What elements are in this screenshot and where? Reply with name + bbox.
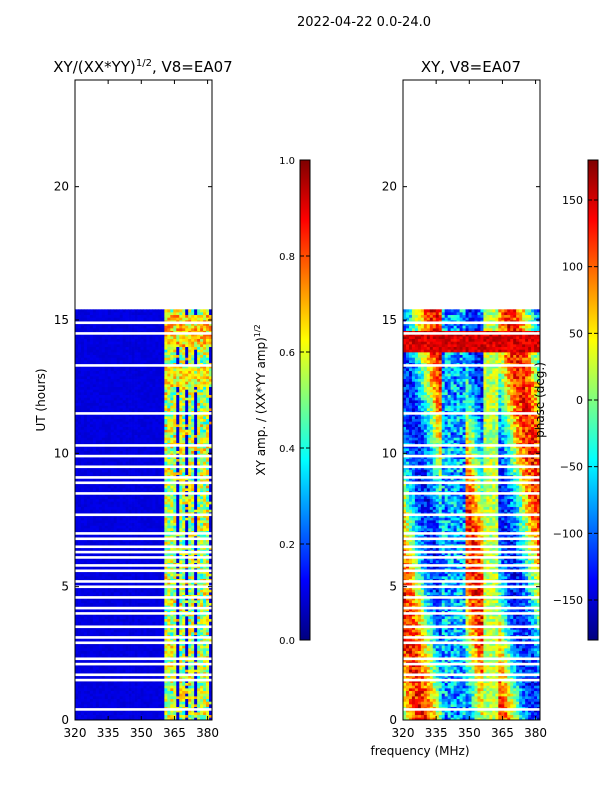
phase-y-tick-label: 0 xyxy=(389,713,397,727)
amplitude-y-tick-label: 5 xyxy=(61,580,69,594)
amplitude-colorbar-tick-label: 0.0 xyxy=(279,636,295,647)
phase-colorbar-tick-label: −150 xyxy=(553,594,583,607)
amplitude-heatmap xyxy=(75,309,213,721)
amplitude-x-axis: 320 335 350 365 380 xyxy=(64,80,219,740)
phase-colorbar-tick-label: −100 xyxy=(553,527,583,540)
phase-x-tick-label: 335 xyxy=(425,726,448,740)
phase-y-tick-label: 15 xyxy=(382,313,397,327)
frequency-x-axis-label: frequency (MHz) xyxy=(370,744,469,758)
phase-x-tick-label: 350 xyxy=(458,726,481,740)
amplitude-colorbar-tick-label: 0.8 xyxy=(279,252,295,263)
amplitude-colorbar-ticks: 0.0 0.2 0.4 0.6 0.8 1.0 xyxy=(279,156,310,647)
phase-y-axis: 0 5 10 15 20 xyxy=(382,180,540,727)
amplitude-colorbar-tick-label: 0.4 xyxy=(279,444,295,455)
phase-colorbar-label: phase (deg.) xyxy=(533,362,547,438)
phase-x-axis: 320 335 350 365 380 xyxy=(392,80,547,740)
phase-colorbar-tick-label: 50 xyxy=(569,327,583,340)
amplitude-y-tick-label: 10 xyxy=(54,446,69,460)
amplitude-colorbar-tick-label: 0.6 xyxy=(279,348,295,359)
phase-y-tick-label: 10 xyxy=(382,446,397,460)
phase-panel: XY, V8=EA07 320 335 350 365 380 0 5 10 15 20 fre… xyxy=(370,58,547,758)
phase-colorbar-tick-label: −50 xyxy=(560,461,583,474)
figure-suptitle: 2022-04-22 0.0-24.0 xyxy=(297,15,431,30)
phase-x-tick-label: 320 xyxy=(392,726,415,740)
amplitude-colorbar-tick-label: 0.2 xyxy=(279,540,295,551)
phase-colorbar-ticks: 150 100 50 0 −50 −100 −150 xyxy=(553,194,598,607)
amplitude-x-tick-label: 335 xyxy=(97,726,120,740)
amplitude-colorbar-label: XY amp. / (XX*YY amp)1/2 xyxy=(253,324,268,475)
amplitude-x-tick-label: 380 xyxy=(196,726,219,740)
phase-x-tick-label: 365 xyxy=(491,726,514,740)
phase-colorbar: 150 100 50 0 −50 −100 −150 phase (deg.) xyxy=(533,159,599,641)
phase-heatmap xyxy=(403,309,541,721)
phase-colorbar-tick-label: 100 xyxy=(562,261,583,274)
phase-plot-frame xyxy=(402,79,541,721)
phase-panel-title: XY, V8=EA07 xyxy=(421,58,521,76)
amplitude-plot-frame xyxy=(74,79,213,721)
phase-y-tick-label: 20 xyxy=(382,180,397,194)
amplitude-colorbar-tick-label: 1.0 xyxy=(279,156,295,167)
amplitude-x-tick-label: 365 xyxy=(163,726,186,740)
phase-colorbar-tick-label: 150 xyxy=(562,194,583,207)
amplitude-y-tick-label: 20 xyxy=(54,180,69,194)
amplitude-y-axis: 0 5 10 15 20 xyxy=(54,180,212,727)
amplitude-panel: XY/(XX*YY)1/2, V8=EA07 320 335 350 365 380 0… xyxy=(34,58,233,740)
phase-y-tick-label: 5 xyxy=(389,580,397,594)
amplitude-x-tick-label: 320 xyxy=(64,726,87,740)
amplitude-y-tick-label: 15 xyxy=(54,313,69,327)
amplitude-x-tick-label: 350 xyxy=(130,726,153,740)
amplitude-y-tick-label: 0 xyxy=(61,713,69,727)
phase-colorbar-tick-label: 0 xyxy=(576,394,583,407)
amplitude-colorbar: 0.0 0.2 0.4 0.6 0.8 1.0 XY amp. / (XX*YY amp)… xyxy=(253,156,311,647)
phase-x-tick-label: 380 xyxy=(524,726,547,740)
amplitude-colorbar-bar xyxy=(299,159,311,641)
amplitude-y-axis-label: UT (hours) xyxy=(34,368,48,431)
amplitude-panel-title: XY/(XX*YY)1/2, V8=EA07 xyxy=(53,58,232,76)
